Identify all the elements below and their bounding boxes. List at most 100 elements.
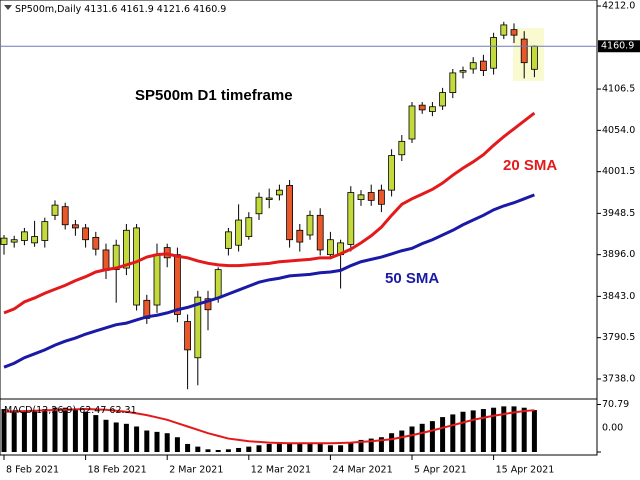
- candle-body: [479, 60, 487, 71]
- macd-bar: [501, 406, 507, 452]
- candle-body: [204, 298, 212, 311]
- candle-body: [102, 249, 110, 271]
- macd-bar: [236, 447, 242, 452]
- last-high: 4161.9: [121, 4, 154, 15]
- macd-bar: [62, 407, 68, 452]
- candle-body: [357, 194, 365, 200]
- sma20-label: 20 SMA: [503, 157, 557, 174]
- macd-bar: [113, 422, 119, 452]
- macd-bar: [409, 426, 415, 452]
- symbol-icon: [4, 5, 12, 10]
- macd-bar: [419, 423, 425, 452]
- chart-header: SP500m,Daily 4131.6 4161.9 4121.6 4160.9: [15, 4, 226, 15]
- candle-body: [296, 229, 304, 243]
- macd-bar: [103, 419, 109, 452]
- candle-body: [459, 70, 467, 73]
- macd-bar: [21, 411, 27, 452]
- macd-bar: [297, 443, 303, 452]
- macd-bar: [287, 443, 293, 452]
- y-tick-label: 4054.0: [602, 125, 635, 136]
- candle-body: [224, 231, 232, 249]
- last-close: 4160.9: [193, 4, 226, 15]
- macd-bar: [205, 449, 211, 452]
- candle-body: [184, 321, 192, 351]
- candle-body: [153, 254, 161, 306]
- macd-bar: [1, 409, 7, 452]
- plot-frame: [0, 0, 598, 456]
- candle-body: [388, 155, 396, 191]
- y-tick-label: 3843.0: [602, 291, 635, 302]
- candle-body: [72, 224, 79, 229]
- y-tick-label: 4212.0: [602, 1, 635, 12]
- macd-bar: [276, 442, 282, 452]
- macd-bar: [11, 410, 17, 452]
- macd-bar: [338, 445, 344, 452]
- macd-bar: [429, 421, 435, 452]
- macd-bar: [195, 446, 201, 452]
- macd-bar: [164, 433, 170, 452]
- macd-bar: [317, 443, 323, 452]
- macd-bar: [521, 407, 527, 452]
- macd-bar: [480, 409, 486, 452]
- candle-body: [31, 236, 39, 244]
- macd-header: MACD(12,26,9) 62.47 62.31: [4, 405, 137, 416]
- macd-bar: [470, 410, 476, 452]
- macd-bar: [450, 414, 456, 452]
- macd-bar: [185, 443, 191, 452]
- candle-body: [398, 140, 406, 156]
- candle-body: [286, 185, 294, 241]
- x-tick-label: 15 Apr 2021: [496, 465, 555, 476]
- macd-bar: [72, 409, 78, 452]
- macd-bar: [154, 431, 160, 452]
- macd-bar: [327, 445, 333, 452]
- candle-body: [10, 239, 18, 243]
- macd-bar: [225, 449, 231, 452]
- macd-bar: [491, 407, 497, 452]
- signal-value: 62.31: [109, 405, 136, 416]
- y-tick-label: 3896.0: [602, 249, 635, 260]
- macd-bar: [32, 410, 38, 452]
- macd-bar: [134, 426, 140, 452]
- candle-body: [51, 204, 59, 216]
- candle-body: [347, 192, 355, 245]
- y-tick-label: 4106.5: [602, 84, 635, 95]
- candle-body: [367, 192, 375, 201]
- x-tick-label: 2 Mar 2021: [169, 465, 223, 476]
- candle-body: [275, 189, 283, 196]
- y-tick-label: 0.00: [602, 423, 623, 434]
- macd-bar: [378, 437, 384, 452]
- sma-line: [3, 193, 535, 369]
- candle-body: [377, 189, 385, 205]
- macd-bar: [511, 406, 517, 452]
- y-tick-label: 3948.5: [602, 208, 635, 219]
- candle-body: [123, 229, 130, 269]
- macd-bar: [399, 430, 405, 452]
- candle-body: [531, 45, 538, 70]
- price-label-bg: [598, 40, 640, 53]
- candle-body: [41, 221, 49, 241]
- candle-body: [61, 206, 69, 226]
- macd-bar: [215, 449, 221, 452]
- macd-bar: [307, 442, 313, 452]
- macd-bar: [266, 443, 272, 452]
- candle-body: [469, 62, 477, 70]
- candle-body: [235, 219, 243, 246]
- x-tick-label: 18 Feb 2021: [88, 465, 147, 476]
- macd-bar: [460, 411, 466, 452]
- candle-body: [20, 231, 28, 241]
- candle-body: [92, 236, 100, 250]
- candle-body: [500, 24, 508, 36]
- candle-body: [133, 227, 141, 306]
- symbol: SP500m,Daily: [15, 4, 82, 15]
- x-tick-label: 12 Mar 2021: [251, 465, 311, 476]
- signal-line: [3, 408, 535, 445]
- y-tick-label: 70.79: [602, 399, 629, 410]
- macd-bar: [93, 415, 99, 452]
- macd-bar: [440, 417, 446, 452]
- sma50-label: 50 SMA: [385, 270, 439, 287]
- y-tick-label: 3738.0: [602, 373, 635, 384]
- macd-bar: [348, 442, 354, 452]
- macd-bar: [389, 433, 395, 452]
- y-tick-label: 3790.5: [602, 332, 635, 343]
- candle-body: [265, 197, 273, 200]
